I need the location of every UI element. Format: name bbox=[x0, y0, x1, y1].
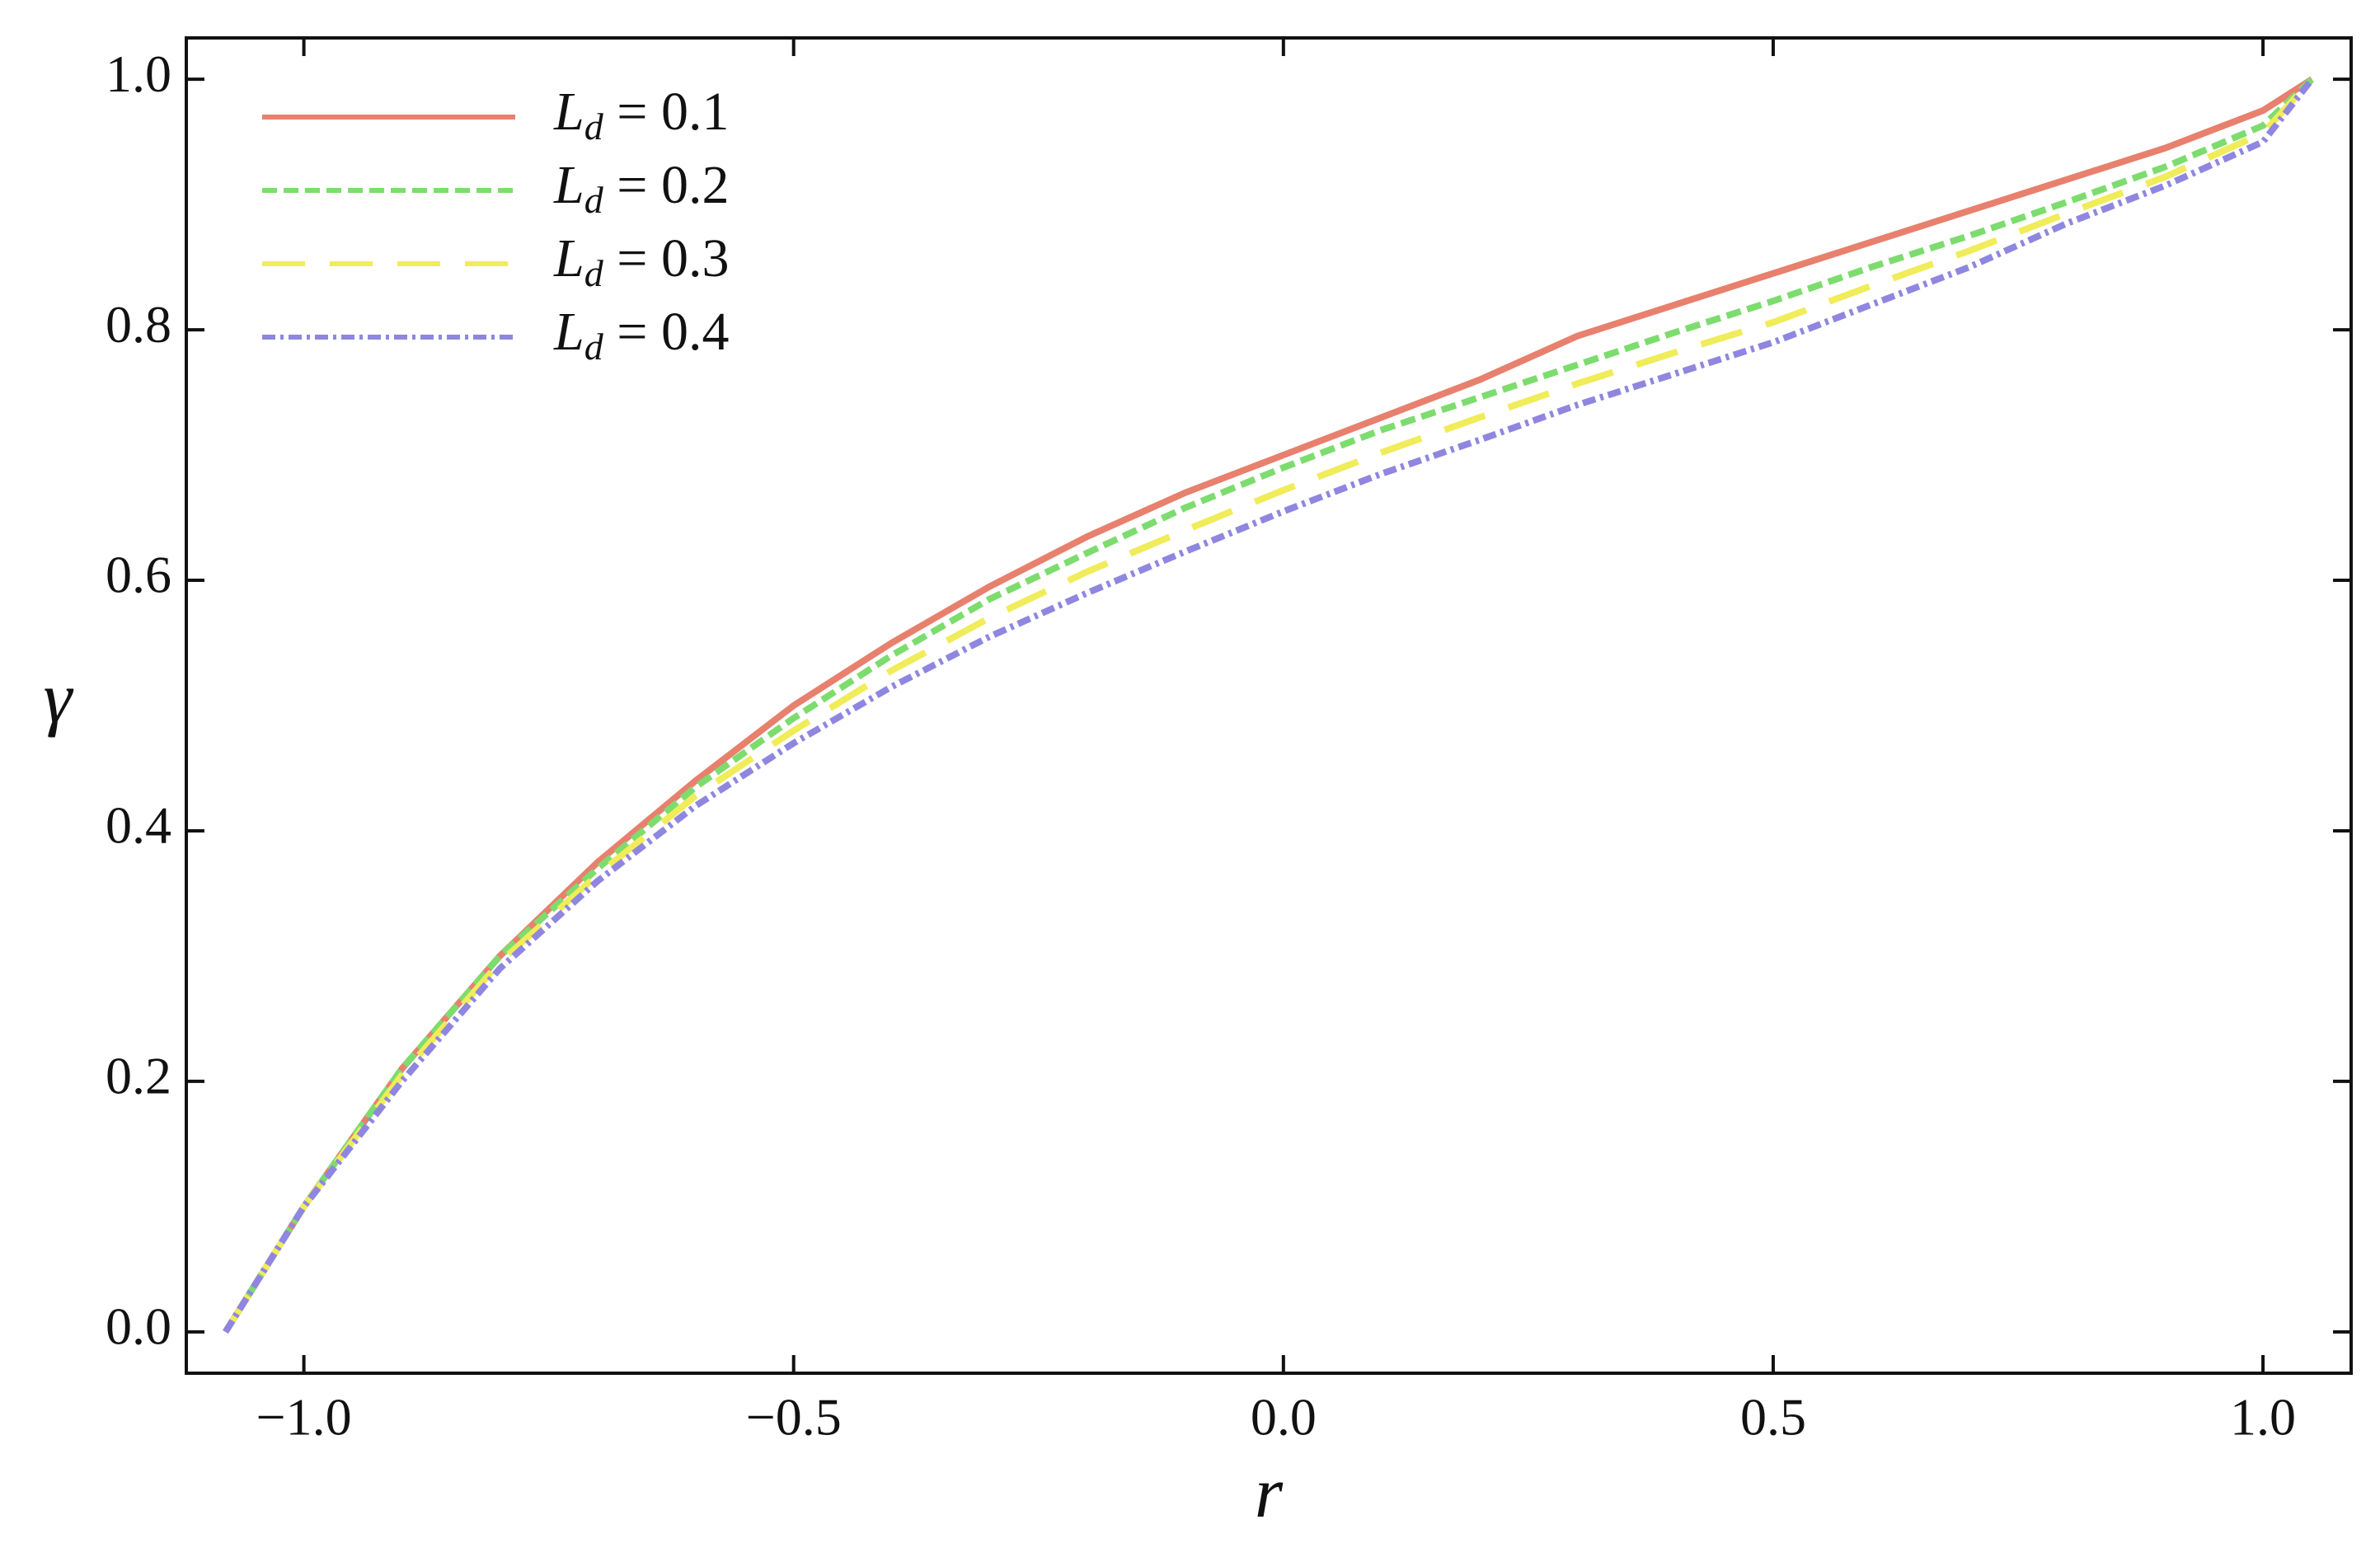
line-series bbox=[223, 77, 2315, 1334]
legend-var: L bbox=[553, 82, 584, 142]
legend-rest: = 0.2 bbox=[603, 155, 730, 215]
line-series bbox=[223, 77, 2315, 1334]
legend-sub: d bbox=[584, 326, 604, 368]
x-tick-label: 0.5 bbox=[1740, 1388, 1806, 1447]
legend-var: L bbox=[553, 302, 584, 362]
y-axis-label: γ bbox=[44, 659, 74, 739]
y-tick-label: 0.6 bbox=[106, 546, 171, 604]
line-series bbox=[223, 77, 2315, 1334]
x-tick-label: 1.0 bbox=[2230, 1388, 2296, 1447]
y-tick-label: 0.4 bbox=[106, 796, 171, 855]
legend-label: Ld = 0.3 bbox=[553, 228, 729, 293]
x-tick-label: 0.0 bbox=[1251, 1388, 1317, 1447]
legend-sub: d bbox=[584, 252, 604, 294]
y-tick-label: 1.0 bbox=[106, 45, 171, 103]
line-series bbox=[223, 76, 2314, 1334]
legend-sub: d bbox=[584, 179, 604, 221]
legend-var: L bbox=[553, 228, 584, 288]
legend-label: Ld = 0.1 bbox=[553, 82, 729, 147]
legend-rest: = 0.4 bbox=[603, 302, 730, 362]
x-tick-label: −1.0 bbox=[256, 1388, 352, 1447]
legend-rest: = 0.1 bbox=[603, 82, 730, 142]
y-tick-label: 0.8 bbox=[106, 295, 171, 354]
y-tick-label: 0.2 bbox=[106, 1047, 171, 1105]
legend-label: Ld = 0.2 bbox=[553, 155, 729, 220]
plot-frame bbox=[185, 36, 2353, 1375]
legend-label: Ld = 0.4 bbox=[553, 302, 729, 367]
x-tick-label: −0.5 bbox=[746, 1388, 842, 1447]
legend-sub: d bbox=[584, 106, 604, 148]
legend-rest: = 0.3 bbox=[603, 228, 730, 288]
y-tick-label: 0.0 bbox=[106, 1297, 171, 1356]
x-axis-label: r bbox=[1255, 1453, 1284, 1533]
legend-var: L bbox=[553, 155, 584, 215]
